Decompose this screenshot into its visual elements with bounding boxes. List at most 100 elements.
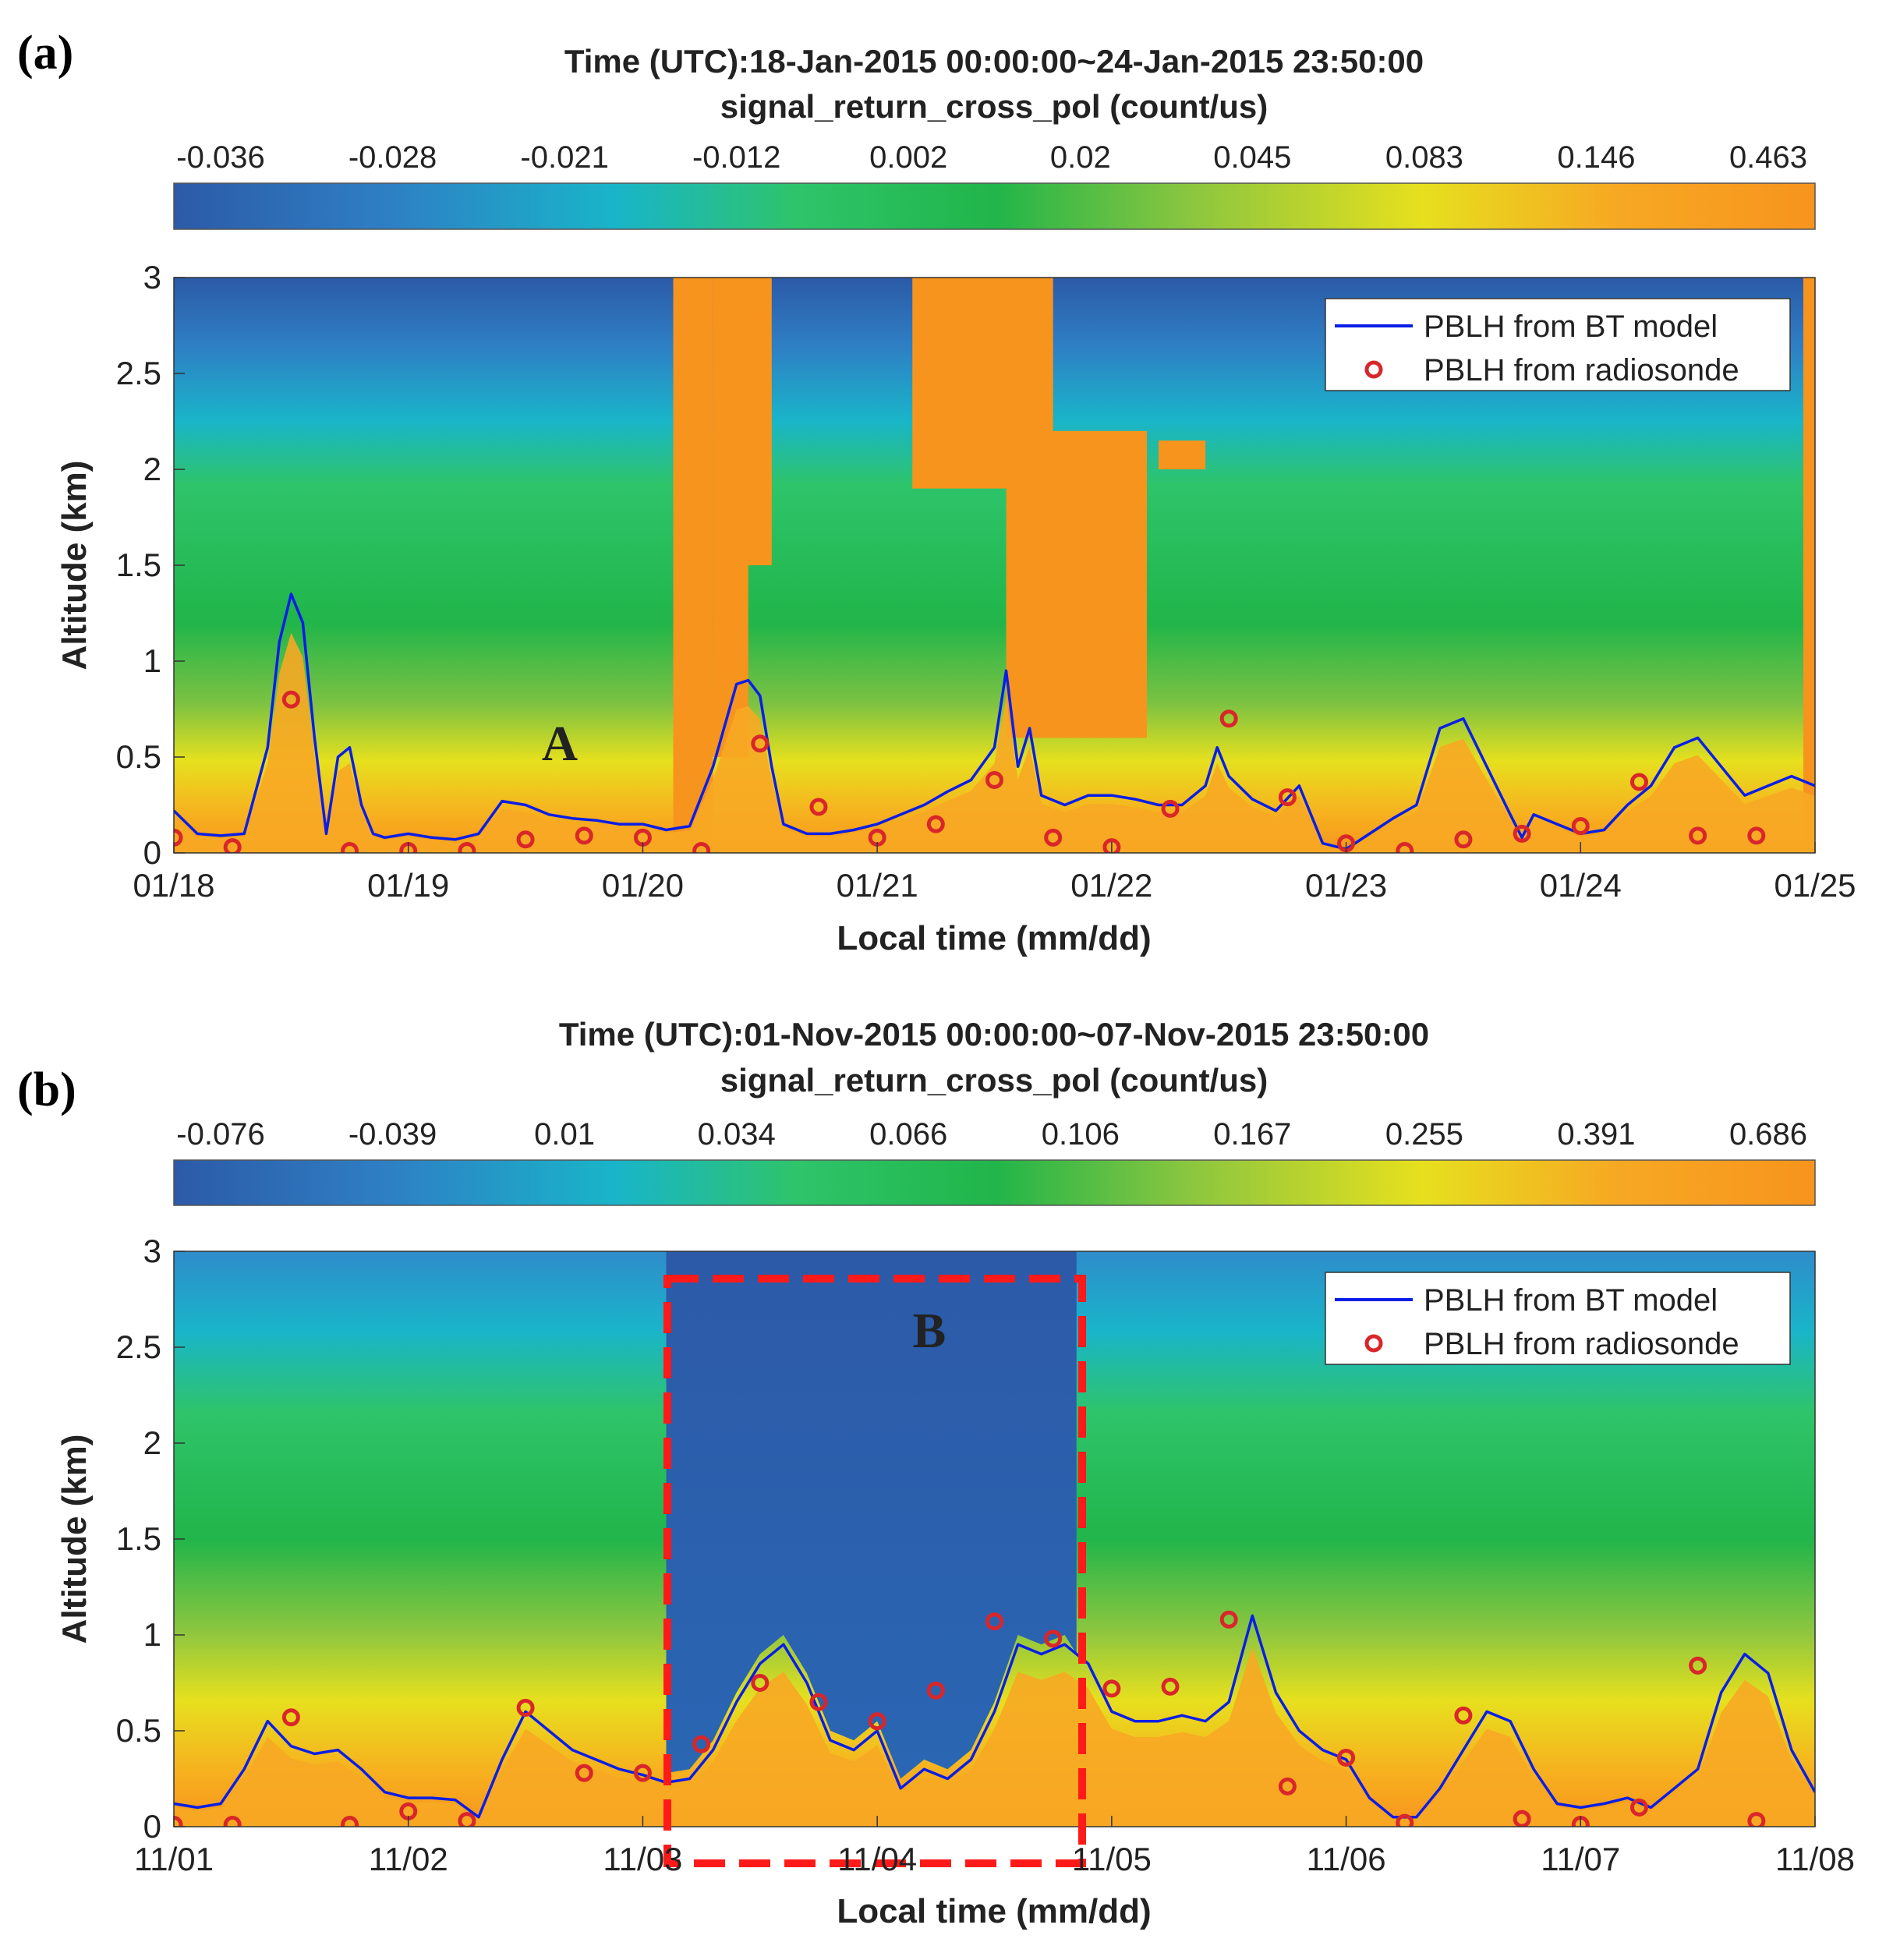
colorbar-a-ticks: -0.036 -0.028 -0.021 -0.012 0.002 0.02 0.045 0.… bbox=[176, 140, 1807, 175]
colorbar-a-tick-label: -0.028 bbox=[349, 140, 437, 175]
y-tick-label-b: 2.5 bbox=[116, 1328, 161, 1365]
panel-a-label: (a) bbox=[17, 27, 73, 80]
radiosonde-point bbox=[1396, 1813, 1414, 1827]
colorbar-b-tick-label: 0.01 bbox=[534, 1117, 595, 1152]
legend-b-label-radiosonde: PBLH from radiosonde bbox=[1424, 1327, 1739, 1361]
colorbar-a-tick-label: 0.463 bbox=[1729, 140, 1807, 175]
x-tick-label-a: 01/19 bbox=[367, 867, 449, 904]
radiosonde-point bbox=[341, 842, 359, 853]
cloud-block bbox=[1006, 430, 1147, 738]
legend-b-box bbox=[1325, 1272, 1791, 1365]
radiosonde-point bbox=[1044, 828, 1063, 847]
x-tick-label-b: 11/05 bbox=[1072, 1841, 1152, 1877]
colorbar-b-tick-label: 0.167 bbox=[1213, 1117, 1291, 1152]
radiosonde-point bbox=[809, 798, 828, 816]
x-tick-label-a: 01/25 bbox=[1774, 867, 1856, 904]
radiosonde-point bbox=[1219, 709, 1238, 728]
radiosonde-point bbox=[1044, 1629, 1063, 1648]
legend-a-label-radiosonde: PBLH from radiosonde bbox=[1424, 353, 1739, 387]
radiosonde-point bbox=[1219, 1610, 1238, 1629]
legend-a-box bbox=[1325, 298, 1791, 391]
radiosonde-point bbox=[575, 1764, 593, 1782]
radiosonde-point bbox=[692, 842, 711, 853]
panel-a-subtitle: signal_return_cross_pol (count/us) bbox=[720, 88, 1268, 125]
x-tick-label-a: 01/23 bbox=[1305, 867, 1387, 904]
colorbar-b-tick-label: 0.686 bbox=[1729, 1117, 1807, 1152]
radiosonde-point bbox=[985, 1612, 1003, 1631]
radiosonde-point bbox=[281, 1708, 300, 1727]
cloud-block bbox=[1159, 440, 1206, 469]
radiosonde-point bbox=[516, 1698, 535, 1717]
x-tick-label-a: 01/20 bbox=[602, 867, 684, 904]
radiosonde-point bbox=[341, 1816, 359, 1827]
y-tick-label-b: 1.5 bbox=[116, 1520, 161, 1557]
y-tick-label-a: 2 bbox=[143, 451, 161, 487]
radiosonde-point bbox=[1513, 1810, 1531, 1827]
colorbar-b-tick-label: -0.039 bbox=[349, 1117, 437, 1152]
radiosonde-point bbox=[1337, 1748, 1356, 1767]
colorbar-a bbox=[173, 182, 1816, 230]
radiosonde-point bbox=[868, 1712, 886, 1731]
colorbar-a-tick-label: 0.045 bbox=[1213, 140, 1291, 175]
legend-b: PBLH from BT model PBLH from radiosonde bbox=[1325, 1272, 1791, 1365]
radiosonde-markers-a bbox=[174, 690, 1766, 853]
colorbar-b-tick-label: 0.066 bbox=[869, 1117, 947, 1152]
panel-b-label: (b) bbox=[17, 1063, 76, 1116]
radiosonde-point bbox=[575, 826, 593, 845]
colorbar-a-tick-label: -0.036 bbox=[176, 140, 264, 175]
legend-b-label-bt: PBLH from BT model bbox=[1424, 1283, 1718, 1318]
radiosonde-point bbox=[751, 1674, 770, 1692]
radiosonde-point bbox=[985, 771, 1003, 790]
aerosol-layer-a bbox=[174, 632, 1815, 853]
y-tick-label-a: 2.5 bbox=[116, 355, 161, 391]
legend-a: PBLH from BT model PBLH from radiosonde bbox=[1325, 298, 1791, 391]
x-tick-label-b: 11/02 bbox=[369, 1841, 448, 1877]
radiosonde-point bbox=[926, 815, 945, 833]
colorbar-b bbox=[173, 1159, 1816, 1206]
annotation-a: A bbox=[542, 716, 578, 771]
panel-b-subtitle: signal_return_cross_pol (count/us) bbox=[720, 1062, 1268, 1099]
y-tick-label-a: 0.5 bbox=[116, 738, 161, 775]
colorbar-a-tick-label: -0.021 bbox=[520, 140, 608, 175]
x-tick-label-b: 11/08 bbox=[1775, 1841, 1855, 1877]
y-tick-label-b: 3 bbox=[143, 1233, 161, 1269]
radiosonde-point bbox=[1396, 842, 1414, 853]
cloud-layer-a bbox=[673, 278, 1815, 853]
y-axis-label-a: Altitude (km) bbox=[55, 461, 94, 670]
radiosonde-point bbox=[692, 1735, 711, 1753]
x-tick-label-b: 11/03 bbox=[603, 1841, 682, 1877]
radiosonde-point bbox=[809, 1693, 828, 1711]
x-ticks-a: 01/18 01/19 01/20 01/21 01/22 01/23 01/24 01/25 bbox=[133, 842, 1856, 904]
y-tick-label-a: 1.5 bbox=[116, 547, 161, 583]
clear-sky-region-b bbox=[666, 1251, 1077, 1779]
colorbar-a-tick-label: 0.02 bbox=[1050, 140, 1111, 175]
colorbar-b-ticks: -0.076 -0.039 0.01 0.034 0.066 0.106 0.167 0.25… bbox=[176, 1117, 1807, 1152]
radiosonde-point bbox=[458, 842, 476, 853]
highlight-box-b bbox=[663, 1275, 1086, 1867]
colorbar-a-tick-label: -0.012 bbox=[692, 140, 780, 175]
radiosonde-point bbox=[633, 1764, 652, 1782]
legend-b-marker-swatch bbox=[1364, 1334, 1383, 1353]
x-axis-label-a: Local time (mm/dd) bbox=[837, 919, 1151, 957]
y-tick-label-a: 1 bbox=[143, 642, 161, 679]
radiosonde-point bbox=[223, 1816, 242, 1827]
colorbar-a-tick-label: 0.002 bbox=[869, 140, 947, 175]
y-tick-label-a: 0 bbox=[143, 834, 161, 871]
panel-a-title: Time (UTC):18-Jan-2015 00:00:00~24-Jan-2… bbox=[564, 43, 1424, 80]
y-tick-label-b: 2 bbox=[143, 1424, 161, 1461]
radiosonde-point bbox=[223, 838, 242, 853]
legend-a-label-bt: PBLH from BT model bbox=[1424, 310, 1718, 344]
y-tick-label-a: 3 bbox=[143, 259, 161, 295]
radiosonde-point bbox=[926, 1681, 945, 1700]
cloud-block bbox=[673, 278, 713, 853]
x-tick-label-b: 11/06 bbox=[1307, 1841, 1386, 1877]
radiosonde-point bbox=[516, 830, 535, 849]
radiosonde-point bbox=[1689, 1656, 1707, 1675]
colorbar-b-tick-label: 0.391 bbox=[1557, 1117, 1635, 1152]
radiosonde-point bbox=[1747, 1812, 1766, 1827]
radiosonde-point bbox=[751, 734, 770, 753]
radiosonde-point bbox=[174, 828, 183, 847]
radiosonde-point bbox=[1571, 817, 1590, 836]
x-tick-label-b: 11/04 bbox=[837, 1841, 917, 1877]
